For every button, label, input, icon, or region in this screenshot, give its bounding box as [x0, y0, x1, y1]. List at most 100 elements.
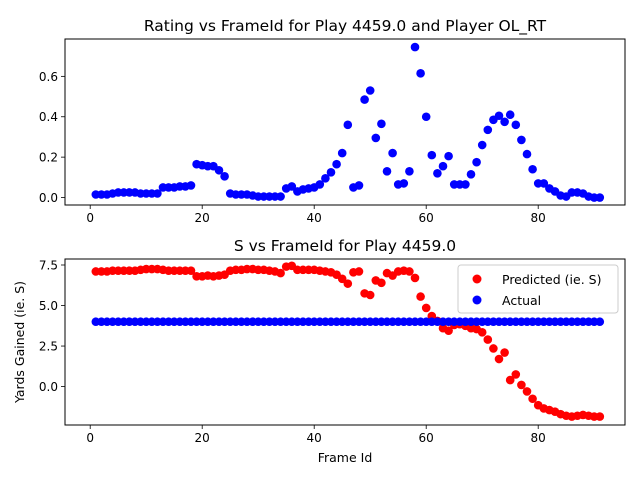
rating-x-tick-label: 60	[419, 211, 434, 225]
speed-series-0-point	[528, 394, 537, 404]
rating-series-0-point	[287, 182, 297, 191]
rating-series-0-point	[360, 95, 369, 104]
speed-chart-title: S vs FrameId for Play 4459.0	[234, 237, 456, 255]
speed-series-0-point	[489, 344, 498, 353]
rating-series-0-point	[326, 167, 336, 177]
rating-series-0-point	[399, 179, 409, 188]
rating-series-0-point	[511, 120, 521, 130]
rating-y-tick-label: 0.0	[39, 191, 58, 205]
rating-series-0-point	[472, 157, 481, 167]
speed-legend: Predicted (ie. S) Actual	[457, 264, 619, 314]
speed-series-0-point	[337, 274, 347, 284]
rating-series-0-point	[377, 119, 386, 129]
speed-points	[91, 261, 605, 421]
speed-y-axis-label: Yards Gained (ie. S)	[12, 281, 27, 404]
speed-series-0-point	[477, 327, 487, 337]
speed-series-0-point	[595, 412, 605, 421]
rating-series-0-point	[595, 193, 605, 202]
speed-series-0-point	[517, 380, 526, 390]
speed-series-0-point	[343, 279, 353, 288]
speed-series-0-point	[405, 267, 414, 276]
rating-series-0-point	[410, 42, 420, 52]
speed-series-0-point	[444, 326, 453, 335]
rating-series-0-point	[500, 117, 509, 127]
speed-subplot: S vs FrameId for Play 4459.0 0 20 40 60 80 0.…	[12, 237, 626, 465]
speed-series-0-point	[421, 303, 431, 313]
rating-x-tick-label: 40	[307, 211, 322, 225]
speed-plot-frame	[64, 258, 626, 426]
rating-series-0-point	[427, 150, 437, 160]
rating-series-0-point	[433, 168, 442, 178]
rating-series-0-point	[522, 149, 532, 159]
speed-x-axis-label: Frame Id	[318, 450, 373, 465]
rating-x-tick-label: 80	[531, 211, 546, 225]
legend-label-predicted: Predicted (ie. S)	[502, 272, 601, 287]
legend-box	[457, 264, 619, 314]
speed-axis-ticks: 0 20 40 60 80 0.0 2.5 5.0 7.5	[39, 258, 546, 445]
speed-series-0-point	[505, 375, 515, 385]
rating-subplot: Rating vs FrameId for Play 4459.0 and Pl…	[39, 17, 626, 225]
speed-y-tick-label: 7.5	[39, 258, 58, 272]
legend-label-actual: Actual	[502, 293, 541, 308]
rating-y-tick-label: 0.2	[39, 151, 58, 165]
rating-chart-title: Rating vs FrameId for Play 4459.0 and Pl…	[144, 17, 547, 36]
rating-series-0-point	[477, 140, 487, 150]
speed-x-tick-label: 20	[195, 431, 210, 445]
speed-x-tick-label: 40	[307, 431, 322, 445]
rating-series-0-point	[405, 166, 414, 176]
rating-series-0-point	[416, 69, 425, 78]
speed-series-0-point	[354, 267, 364, 276]
speed-y-tick-label: 0.0	[39, 380, 58, 394]
legend-marker-predicted	[472, 274, 482, 284]
speed-x-tick-label: 60	[419, 431, 434, 445]
speed-series-0-point	[511, 370, 521, 379]
rating-points	[91, 42, 605, 202]
speed-x-tick-label: 80	[531, 431, 546, 445]
rating-series-0-point	[153, 189, 162, 198]
rating-series-0-point	[421, 112, 431, 122]
rating-series-0-point	[494, 111, 504, 121]
rating-series-0-point	[539, 179, 549, 188]
legend-marker-actual	[472, 295, 482, 305]
rating-y-tick-label: 0.6	[39, 70, 58, 84]
speed-series-0-point	[494, 354, 504, 364]
rating-series-0-point	[276, 192, 285, 201]
rating-series-0-point	[371, 133, 381, 143]
rating-series-0-point	[517, 135, 526, 145]
rating-series-0-point	[332, 159, 341, 169]
speed-series-0-point	[276, 268, 285, 278]
speed-series-0-point	[186, 266, 196, 275]
rating-series-0-point	[321, 174, 330, 183]
rating-x-tick-label: 20	[195, 211, 210, 225]
rating-series-0-point	[466, 170, 476, 179]
rating-series-0-point	[461, 180, 470, 189]
rating-series-0-point	[388, 148, 397, 158]
rating-series-0-point	[444, 151, 453, 161]
speed-series-0-point	[410, 273, 420, 283]
speed-series-0-point	[483, 335, 493, 344]
speed-series-0-point	[522, 387, 532, 396]
rating-plot-frame	[64, 38, 626, 206]
speed-series-1-point	[595, 317, 605, 327]
rating-series-0-point	[483, 125, 493, 135]
rating-series-0-point	[337, 148, 347, 158]
speed-x-tick-label: 0	[86, 431, 94, 445]
speed-series-0-point	[377, 278, 386, 288]
rating-series-0-point	[382, 166, 392, 176]
speed-y-tick-label: 2.5	[39, 340, 58, 354]
rating-series-0-point	[315, 180, 325, 189]
rating-y-tick-label: 0.4	[39, 110, 58, 124]
rating-series-0-point	[343, 120, 353, 130]
speed-series-0-point	[365, 290, 375, 300]
speed-y-tick-label: 5.0	[39, 299, 58, 313]
speed-series-0-point	[416, 292, 425, 301]
rating-x-tick-label: 0	[86, 211, 94, 225]
rating-series-0-point	[505, 110, 515, 120]
rating-series-0-point	[354, 181, 364, 190]
rating-series-0-point	[365, 86, 375, 95]
rating-series-0-point	[214, 165, 224, 175]
speed-series-0-point	[500, 348, 509, 357]
rating-series-0-point	[186, 181, 196, 190]
rating-series-0-point	[528, 164, 537, 174]
